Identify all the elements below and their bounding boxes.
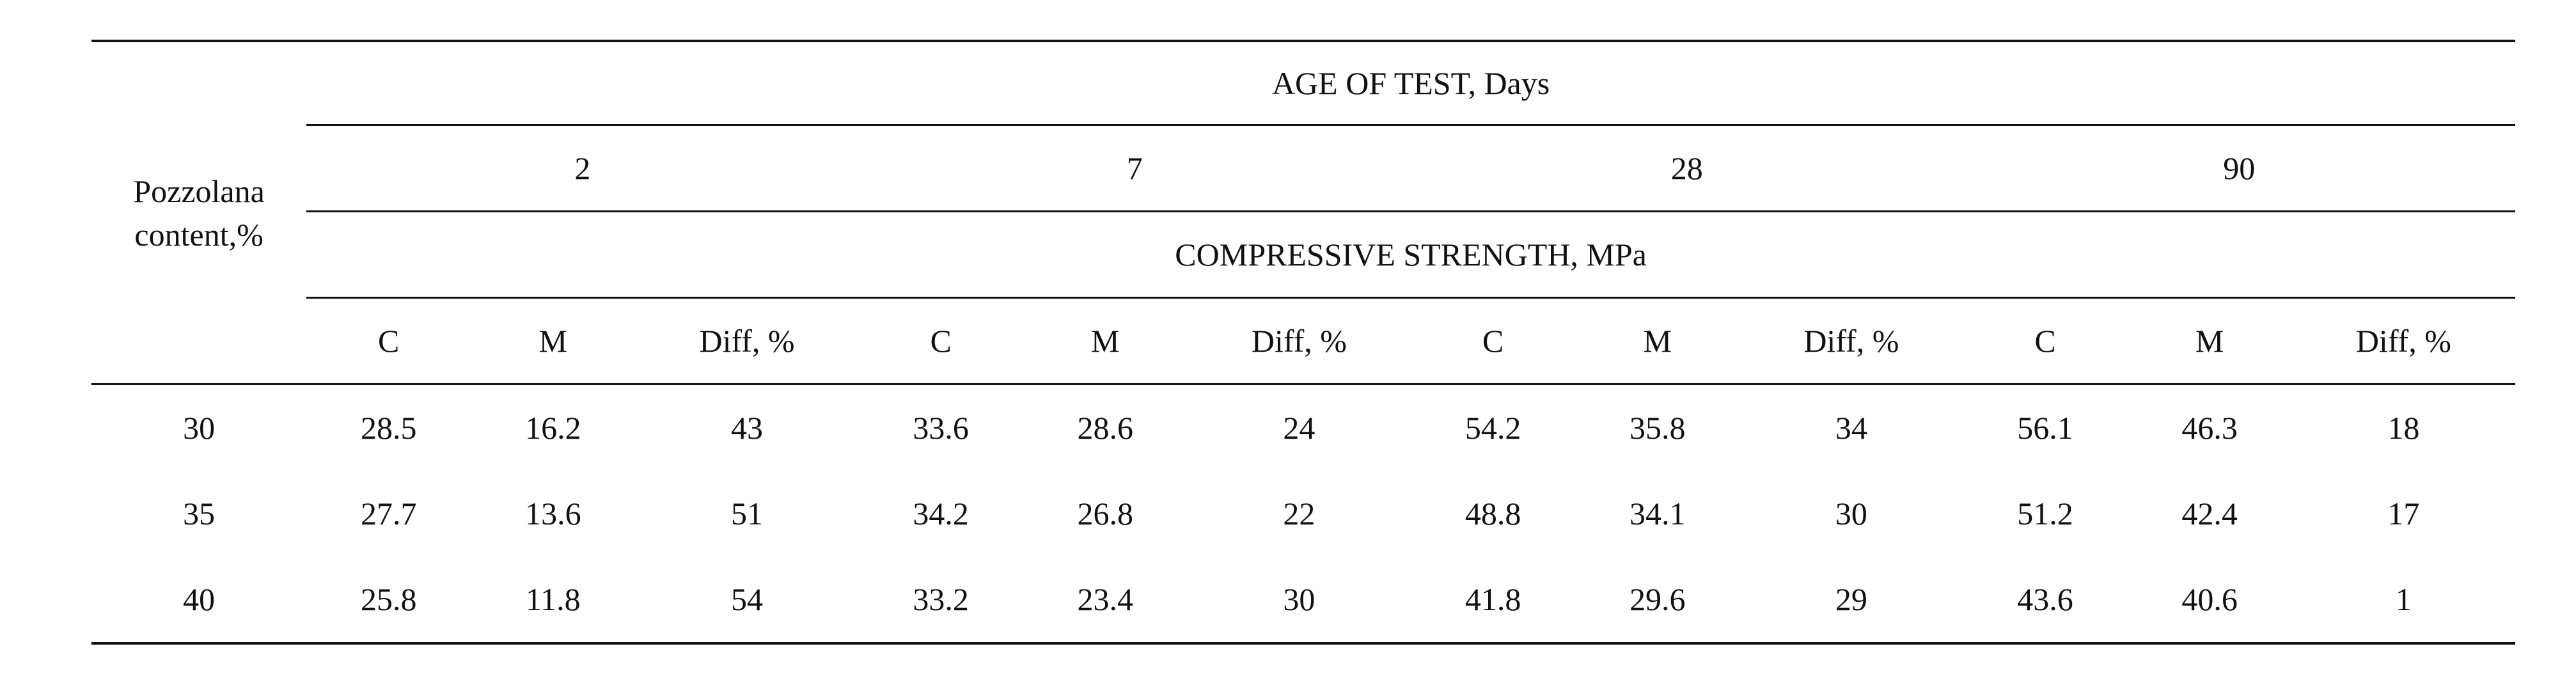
table-cell: 30 [1187, 556, 1411, 645]
table-cell: 43.6 [1963, 556, 2128, 645]
table-cell: 56.1 [2017, 410, 2073, 446]
table-cell: 27.7 [360, 496, 417, 531]
pozzolana-content-label: Pozzolana content,% [133, 173, 265, 253]
table-cell: 54.2 [1465, 410, 1521, 446]
table-cell: 18 [2387, 410, 2420, 446]
table-cell: 24 [1283, 410, 1315, 446]
table-cell: 43 [731, 410, 763, 446]
subheader-m: M [1023, 297, 1188, 385]
table-cell: 34.2 [913, 496, 969, 531]
table-cell: 29.6 [1575, 556, 1740, 645]
subheader-diff: Diff, % [1740, 297, 1963, 385]
subheader-c: C [306, 297, 471, 385]
table-row: 40 25.8 11.8 54 33.2 23.4 30 41.8 29.6 2… [91, 556, 2515, 645]
table-cell: 41.8 [1411, 556, 1576, 645]
table-cell: 26.8 [1077, 496, 1134, 531]
table-cell: 40.6 [2127, 556, 2292, 645]
table-cell: 25.8 [306, 556, 471, 645]
table-cell: 51.2 [2017, 496, 2073, 531]
age-header-90: 90 [1963, 125, 2515, 212]
table-cell: 11.8 [471, 556, 636, 645]
pozzolana-content-header: Pozzolana content,% [91, 40, 307, 385]
table-cell: 28.6 [1077, 410, 1134, 446]
compressive-strength-header: COMPRESSIVE STRENGTH, MPa [306, 211, 2515, 299]
table-cell: 33.6 [913, 410, 969, 446]
pozzolana-content-cell: 40 [91, 556, 307, 645]
table-cell: 33.2 [858, 556, 1023, 645]
table-cell: 23.4 [1023, 556, 1188, 645]
subheader-diff: Diff, % [2291, 297, 2515, 385]
table-cell: 34 [1835, 410, 1867, 446]
subheader-diff: Diff, % [1187, 297, 1411, 385]
table-cell: 1 [2291, 556, 2515, 645]
subheader-c: C [1411, 297, 1576, 385]
table-cell: 28.5 [360, 410, 417, 446]
table-row: 30 28.5 16.2 43 33.6 28.6 24 54.2 35.8 3… [91, 384, 2515, 471]
pozzolana-content-cell: 35 [183, 496, 216, 531]
table-cell: 17 [2387, 496, 2420, 531]
table-cell: 46.3 [2181, 410, 2238, 446]
table-cell: 29 [1740, 556, 1963, 645]
subheader-m: M [2127, 297, 2292, 385]
subheader-m: M [1575, 297, 1740, 385]
table-cell: 22 [1283, 496, 1315, 531]
age-of-test-header: AGE OF TEST, Days [306, 40, 2515, 126]
pozzolana-content-cell: 30 [183, 410, 216, 446]
table-cell: 51 [731, 496, 763, 531]
subheader-m: M [471, 297, 636, 385]
table-row: 35 27.7 13.6 51 34.2 26.8 22 48.8 34.1 3… [91, 471, 2515, 556]
table-cell: 42.4 [2181, 496, 2238, 531]
table-cell: 13.6 [525, 496, 581, 531]
table-cell: 48.8 [1465, 496, 1521, 531]
table-cell: 54 [635, 556, 859, 645]
table-cell: 16.2 [525, 410, 581, 446]
subheader-c: C [1963, 297, 2128, 385]
age-header-7: 7 [858, 125, 1411, 212]
table-cell: 30 [1835, 496, 1867, 531]
table-cell: 34.1 [1629, 496, 1686, 531]
subheader-c: C [858, 297, 1023, 385]
age-header-28: 28 [1411, 125, 1963, 212]
table-cell: 35.8 [1629, 410, 1686, 446]
age-header-2: 2 [306, 125, 859, 212]
subheader-diff: Diff, % [635, 297, 859, 385]
compressive-strength-table-container: Pozzolana content,% AGE OF TEST, Days 2 … [91, 40, 2515, 645]
compressive-strength-table: Pozzolana content,% AGE OF TEST, Days 2 … [91, 40, 2515, 645]
